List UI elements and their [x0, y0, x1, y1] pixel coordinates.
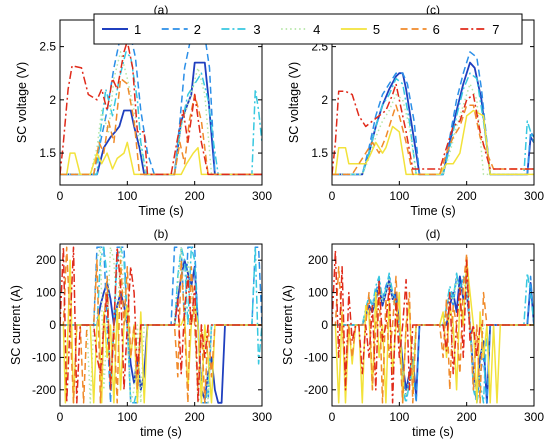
series-group [60, 35, 262, 176]
legend-box [93, 13, 523, 45]
y-tick-label: 0 [321, 318, 328, 332]
x-axis-label: time (s) [140, 425, 182, 439]
y-tick-label: 200 [308, 253, 328, 267]
series-line-5 [60, 141, 262, 176]
panel-d: 0 100 200 300 -200 -100 0 100 200 (d) time (s) SC c… [281, 227, 544, 439]
series-line-2 [60, 35, 262, 176]
x-tick-label: 300 [524, 189, 544, 203]
legend-label-4: 4 [313, 22, 320, 37]
series-line-4 [60, 51, 262, 176]
y-tick-label: 2.5 [39, 40, 56, 54]
series-line-5 [60, 259, 262, 404]
series-group [332, 51, 534, 176]
x-axis-label: Time (s) [410, 204, 455, 218]
x-tick-label: 0 [57, 410, 64, 424]
x-axis-label: Time (s) [138, 204, 183, 218]
panel-title: (b) [154, 227, 169, 241]
series-line-4 [332, 83, 534, 176]
legend-label-6: 6 [433, 22, 440, 37]
series-line-7 [332, 249, 534, 404]
series-line-6 [60, 77, 262, 176]
y-axis-label: SC current (A) [281, 285, 295, 365]
series-line-7 [332, 83, 534, 175]
y-tick-label: 100 [308, 286, 328, 300]
x-tick-label: 200 [185, 410, 205, 424]
legend-label-5: 5 [373, 22, 380, 37]
series-line-5 [332, 259, 534, 404]
y-tick-label: -200 [32, 383, 56, 397]
y-tick-label: 200 [36, 253, 56, 267]
x-tick-label: 200 [457, 189, 477, 203]
x-tick-label: 0 [57, 189, 64, 203]
legend-label-3: 3 [253, 22, 260, 37]
x-tick-label: 100 [389, 410, 409, 424]
x-tick-label: 100 [117, 189, 137, 203]
x-tick-label: 0 [329, 189, 336, 203]
x-tick-label: 100 [389, 189, 409, 203]
panel-title: (d) [426, 227, 441, 241]
y-tick-label: -100 [32, 350, 56, 364]
y-tick-label: 0 [49, 318, 56, 332]
axes-frame [331, 19, 535, 186]
series-line-7 [60, 246, 262, 404]
series-line-6 [332, 104, 534, 176]
y-tick-label: 2 [49, 93, 56, 107]
legend-label-1: 1 [134, 22, 141, 37]
y-tick-label: 2 [321, 93, 328, 107]
series-line-1 [60, 61, 262, 176]
y-axis-label: SC voltage (V) [15, 62, 29, 143]
y-tick-label: 100 [36, 286, 56, 300]
series-group [60, 246, 262, 404]
legend-label-7: 7 [492, 22, 499, 37]
x-tick-label: 300 [252, 189, 272, 203]
legend: 1 2 3 4 5 6 7 [93, 13, 523, 45]
x-axis-label: time (s) [412, 425, 454, 439]
x-tick-label: 100 [117, 410, 137, 424]
legend-label-2: 2 [194, 22, 201, 37]
y-axis-label: SC voltage (V) [287, 62, 301, 143]
panel-b: 0 100 200 300 -200 -100 0 100 200 (b) time (s) SC c… [9, 227, 272, 439]
series-line-2 [332, 51, 534, 176]
series-line-3 [60, 51, 262, 176]
x-tick-label: 300 [524, 410, 544, 424]
y-tick-label: -200 [304, 383, 328, 397]
x-tick-label: 0 [329, 410, 336, 424]
series-line-4 [332, 278, 534, 398]
y-tick-label: 1.5 [311, 146, 328, 160]
y-axis-label: SC current (A) [9, 285, 23, 365]
y-tick-label: 1.5 [39, 146, 56, 160]
series-line-6 [60, 246, 262, 404]
x-tick-label: 300 [252, 410, 272, 424]
series-line-6 [332, 252, 534, 404]
series-line-5 [332, 109, 534, 176]
x-tick-label: 200 [457, 410, 477, 424]
series-line-4 [60, 246, 262, 404]
y-tick-label: -100 [304, 350, 328, 364]
series-group [332, 249, 534, 404]
axes-frame [59, 19, 263, 186]
series-line-7 [60, 40, 262, 176]
x-tick-label: 200 [185, 189, 205, 203]
